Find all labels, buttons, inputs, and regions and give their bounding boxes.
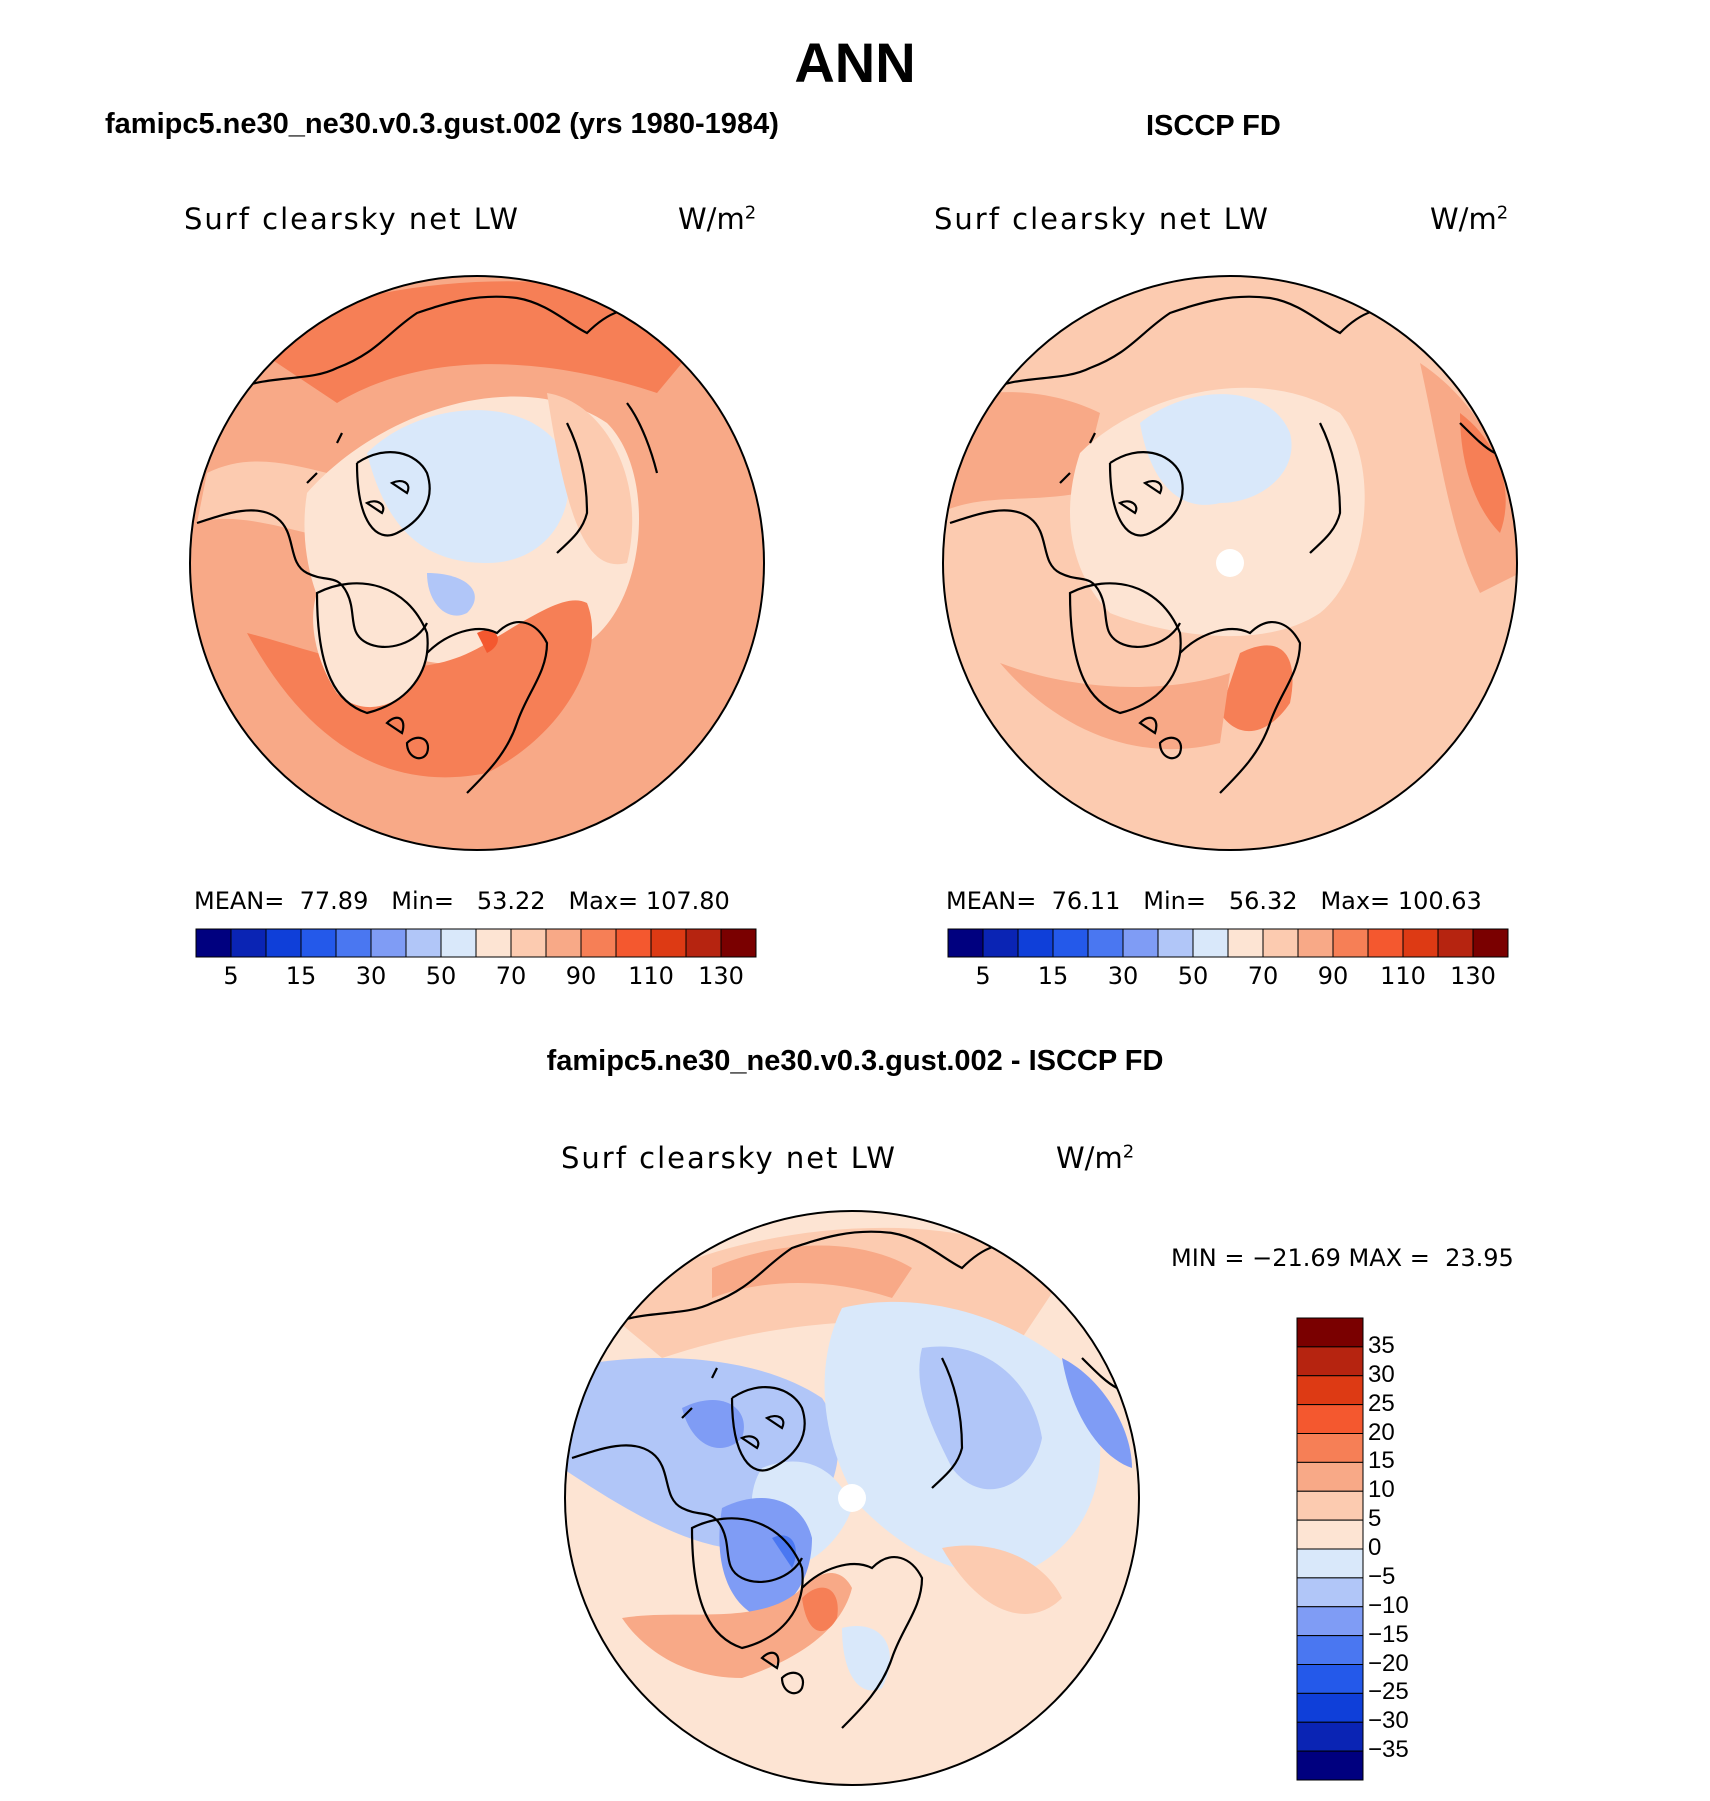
colorbar-swatch [580, 928, 617, 958]
colorbar-tick-label: −10 [1368, 1591, 1409, 1619]
colorbar-swatch [1122, 928, 1159, 958]
colorbar-tick-label: 90 [565, 962, 597, 990]
colorbar-tick-label: −25 [1368, 1678, 1409, 1706]
minmax-difference: MIN = −21.69 MAX = 23.95 [1171, 1244, 1514, 1272]
colorbar-swatch [1227, 928, 1264, 958]
colorbar-swatch [650, 928, 687, 958]
colorbar-swatch [300, 928, 337, 958]
polar-map-obs [942, 275, 1518, 851]
colorbar-swatch [1472, 928, 1509, 958]
colorbar-swatch [230, 928, 267, 958]
colorbar-swatch [370, 928, 407, 958]
colorbar-swatch [1192, 928, 1229, 958]
colorbar-tick-label: 15 [1037, 962, 1069, 990]
colorbar-swatch [1052, 928, 1089, 958]
panel-title-model: famipc5.ne30_ne30.v0.3.gust.002 (yrs 198… [105, 108, 779, 140]
colorbar-tick-label: −15 [1368, 1620, 1409, 1648]
colorbar-tick-label: 15 [1368, 1447, 1395, 1475]
units-label-difference: W/m2 [1056, 1141, 1135, 1175]
colorbar-swatch [545, 928, 582, 958]
colorbar-swatch [1296, 1664, 1364, 1694]
colorbar-swatch [1332, 928, 1369, 958]
polar-map-model [189, 275, 765, 851]
colorbar-swatch [1296, 1317, 1364, 1348]
colorbar-swatch [1296, 1635, 1364, 1665]
colorbar-swatch [1087, 928, 1124, 958]
colorbar-swatch [1296, 1375, 1364, 1406]
colorbar-swatch [1296, 1721, 1364, 1752]
variable-label-model: Surf clearsky net LW [184, 202, 520, 236]
colorbar-tick-label: 25 [1368, 1389, 1395, 1417]
colorbar-swatch [1262, 928, 1299, 958]
colorbar-tick-label: −5 [1368, 1562, 1396, 1590]
colorbar-model [195, 928, 757, 958]
colorbar-tick-label: 50 [425, 962, 457, 990]
colorbar-swatch [1296, 1548, 1364, 1579]
colorbar-swatch [335, 928, 372, 958]
panel-title-difference: famipc5.ne30_ne30.v0.3.gust.002 - ISCCP … [546, 1045, 1164, 1077]
colorbar-tick-label: 70 [1247, 962, 1279, 990]
colorbar-swatch [405, 928, 442, 958]
colorbar-tick-label: 5 [223, 962, 239, 990]
colorbar-tick-label: 30 [1107, 962, 1139, 990]
colorbar-tick-label: 130 [698, 962, 744, 990]
colorbar-tick-label: 35 [1368, 1331, 1395, 1359]
colorbar-swatch [1296, 1519, 1364, 1550]
colorbar-tick-label: −35 [1368, 1736, 1409, 1764]
colorbar-swatch [440, 928, 477, 958]
colorbar-tick-label: −30 [1368, 1707, 1409, 1735]
colorbar-tick-label: −20 [1368, 1649, 1409, 1677]
colorbar-swatch [1157, 928, 1194, 958]
stats-obs: MEAN= 76.11 Min= 56.32 Max= 100.63 [946, 887, 1482, 915]
panel-title-obs: ISCCP FD [1146, 110, 1281, 142]
colorbar-swatch [982, 928, 1019, 958]
colorbar-difference [1296, 1317, 1364, 1781]
colorbar-tick-label: 5 [1368, 1505, 1382, 1533]
colorbar-swatch [1296, 1404, 1364, 1434]
colorbar-tick-label: 0 [1368, 1534, 1382, 1561]
colorbar-swatch [720, 928, 757, 958]
colorbar-tick-label: 30 [355, 962, 387, 990]
colorbar-tick-label: 20 [1368, 1418, 1395, 1446]
stats-model: MEAN= 77.89 Min= 53.22 Max= 107.80 [194, 887, 730, 915]
colorbar-swatch [685, 928, 722, 958]
colorbar-swatch [1437, 928, 1474, 958]
figure-title: ANN [794, 31, 916, 94]
colorbar-tick-label: 15 [285, 962, 317, 990]
colorbar-swatch [195, 928, 232, 958]
colorbar-swatch [1296, 1606, 1364, 1637]
units-label-model: W/m2 [678, 202, 757, 236]
colorbar-swatch [1296, 1461, 1364, 1492]
colorbar-swatch [947, 928, 984, 958]
colorbar-swatch [1296, 1750, 1364, 1781]
colorbar-tick-label: 50 [1177, 962, 1209, 990]
colorbar-tick-label: 110 [1380, 962, 1426, 990]
colorbar-tick-label: 90 [1317, 962, 1349, 990]
colorbar-swatch [1296, 1433, 1364, 1463]
units-label-obs: W/m2 [1430, 202, 1509, 236]
colorbar-swatch [1402, 928, 1439, 958]
colorbar-swatch [510, 928, 547, 958]
colorbar-swatch [1017, 928, 1054, 958]
colorbar-obs [947, 928, 1509, 958]
colorbar-swatch [1296, 1490, 1364, 1521]
colorbar-swatch [475, 928, 512, 958]
colorbar-swatch [615, 928, 652, 958]
colorbar-swatch [265, 928, 302, 958]
colorbar-swatch [1367, 928, 1404, 958]
colorbar-swatch [1296, 1577, 1364, 1608]
colorbar-swatch [1297, 928, 1334, 958]
variable-label-obs: Surf clearsky net LW [934, 202, 1270, 236]
colorbar-swatch [1296, 1346, 1364, 1377]
variable-label-difference: Surf clearsky net LW [561, 1141, 897, 1175]
colorbar-tick-label: 30 [1368, 1360, 1395, 1388]
colorbar-tick-label: 10 [1368, 1476, 1395, 1504]
colorbar-tick-label: 70 [495, 962, 527, 990]
colorbar-tick-label: 110 [628, 962, 674, 990]
colorbar-tick-label: 5 [975, 962, 991, 990]
colorbar-tick-label: 130 [1450, 962, 1496, 990]
colorbar-swatch [1296, 1692, 1364, 1723]
polar-map-difference [564, 1210, 1140, 1786]
